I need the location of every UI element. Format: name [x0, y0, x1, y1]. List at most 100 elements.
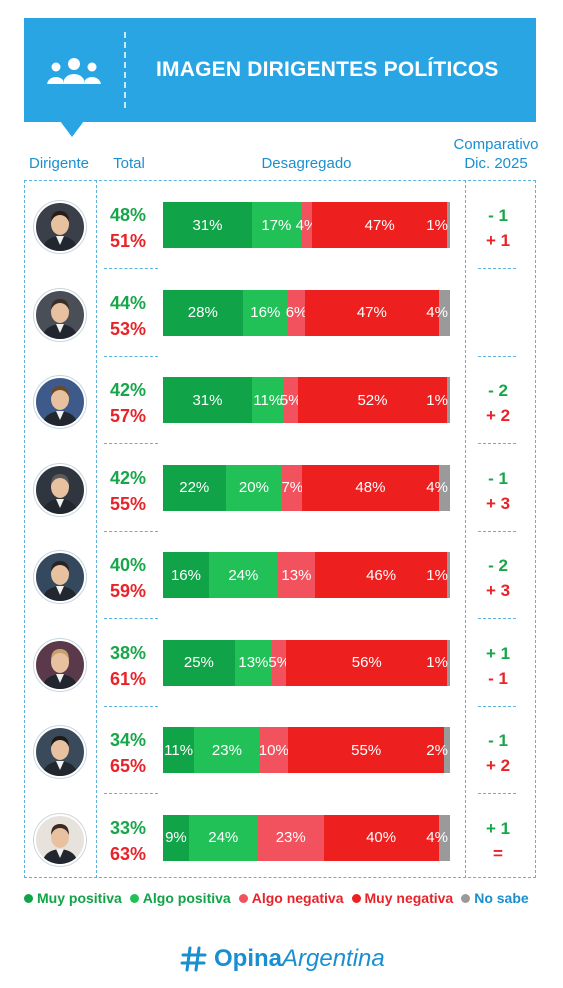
bar-segment: 28% [163, 289, 243, 336]
legend-item: Muy negativa [351, 890, 454, 906]
bar-segment-label: 1% [426, 216, 448, 234]
logo-text-argentina: Argentina [282, 945, 385, 972]
bar-segment: 6% [286, 289, 307, 336]
politician-avatar [34, 201, 86, 253]
politician-avatar [34, 463, 86, 516]
bar-segment: 31% [163, 202, 252, 248]
stacked-bar: 16% 24% 13% 46% 1% [163, 552, 450, 598]
row-divider [478, 793, 516, 794]
legend-label: Algo positiva [142, 890, 231, 906]
row-divider [104, 268, 158, 269]
bar-segment: 20% [225, 464, 283, 511]
bar-segment: 1% [426, 552, 450, 598]
negative-total: 55% [110, 493, 147, 514]
stacked-bar: 11% 23% 10% 55% 2% [163, 727, 450, 773]
comparative-negative: + 2 [485, 406, 511, 425]
comparative-negative: + 2 [485, 756, 511, 775]
bar-segment-label: 4% [426, 304, 448, 321]
portrait-icon [42, 298, 78, 339]
comparative-negative: + 3 [485, 581, 511, 600]
bar-segment: 48% [302, 464, 439, 511]
bar-segment: 46% [315, 552, 448, 598]
row-divider [104, 793, 158, 794]
bar-segment: 52% [297, 377, 448, 423]
comparative-positive: - 1 [488, 468, 508, 488]
comparative-positive: - 1 [488, 206, 508, 225]
row-divider [104, 618, 158, 619]
negative-total: 51% [110, 231, 147, 251]
row-divider [478, 355, 516, 357]
comparative-positive: - 2 [488, 381, 508, 400]
bar-segment: 5% [280, 377, 302, 423]
portrait-icon [42, 823, 78, 864]
bar-segment: 17% [251, 202, 301, 248]
bar-segment: 13% [277, 552, 316, 598]
positive-total: 34% [110, 730, 147, 750]
header-banner: IMAGEN DIRIGENTES POLÍTICOS [24, 18, 536, 122]
stacked-bar: 31% 17% 4% 47% 1% [163, 202, 450, 248]
bar-segment: 24% [188, 814, 258, 861]
row-divider [478, 705, 516, 707]
row-divider [478, 268, 516, 269]
legend-label: Algo negativa [251, 890, 344, 906]
stacked-bar: 31% 11% 5% 52% 1% [163, 377, 450, 423]
comparative-positive: - 2 [488, 556, 508, 575]
bar-segment: 10% [259, 727, 289, 773]
bar-segment: 11% [163, 727, 195, 773]
legend-label: Muy negativa [364, 890, 454, 906]
negative-total: 65% [110, 756, 147, 776]
positive-total: 48% [110, 205, 147, 225]
column-header-comparativo-date: Dic. 2025 [464, 155, 528, 172]
bar-segment: 55% [288, 727, 445, 773]
comparative-negative: + 3 [485, 493, 511, 513]
header-separator [124, 32, 126, 108]
header-pointer [60, 121, 84, 137]
stacked-bar: 9% 24% 23% 40% 4% [163, 814, 450, 861]
positive-total: 42% [110, 380, 147, 400]
negative-total: 59% [110, 581, 147, 601]
row-divider [478, 618, 516, 619]
chart-legend: Muy positiva Algo positiva Algo negativa Mu… [24, 890, 544, 906]
bar-segment-label: 4% [426, 829, 448, 846]
hash-logo-icon [180, 946, 207, 972]
bar-segment: 7% [281, 464, 303, 511]
bar-segment-label: 2% [426, 741, 448, 759]
bar-segment: 23% [257, 814, 324, 861]
positive-total: 40% [110, 555, 147, 575]
positive-total: 33% [110, 817, 147, 838]
bar-segment: 16% [163, 552, 209, 598]
bar-segment: 24% [208, 552, 278, 598]
negative-total: 53% [110, 318, 147, 339]
bar-segment-label: 1% [426, 654, 448, 671]
bar-segment: 1% [426, 202, 450, 248]
politician-avatar [34, 376, 86, 428]
politician-avatar [34, 638, 86, 691]
bar-segment-label: 1% [426, 566, 448, 584]
bar-segment: 4% [296, 202, 317, 248]
brand-logo: Opina Argentina [180, 945, 385, 973]
bar-segment: 4% [426, 814, 450, 861]
legend-item: Muy positiva [24, 890, 122, 906]
portrait-icon [42, 211, 78, 251]
bar-segment: 4% [426, 464, 450, 511]
bar-segment: 11% [251, 377, 284, 423]
positive-total: 42% [110, 467, 147, 488]
bar-segment: 40% [323, 814, 439, 861]
negative-total: 57% [110, 406, 147, 426]
legend-dot-icon [461, 893, 471, 903]
portrait-icon [42, 386, 78, 426]
positive-total: 38% [110, 642, 147, 663]
legend-dot-icon [351, 893, 361, 903]
negative-total: 61% [110, 668, 147, 689]
comparative-negative: + 1 [485, 231, 511, 250]
column-header-total: Total [113, 155, 145, 172]
column-divider [96, 180, 97, 878]
bar-segment: 47% [305, 289, 439, 336]
bar-segment: 23% [194, 727, 260, 773]
politician-avatar [34, 726, 86, 778]
portrait-icon [42, 561, 78, 601]
bar-segment: 1% [426, 639, 450, 686]
portrait-icon [42, 473, 78, 514]
stacked-bar: 22% 20% 7% 48% 4% [163, 464, 450, 511]
legend-label: Muy positiva [37, 890, 122, 906]
